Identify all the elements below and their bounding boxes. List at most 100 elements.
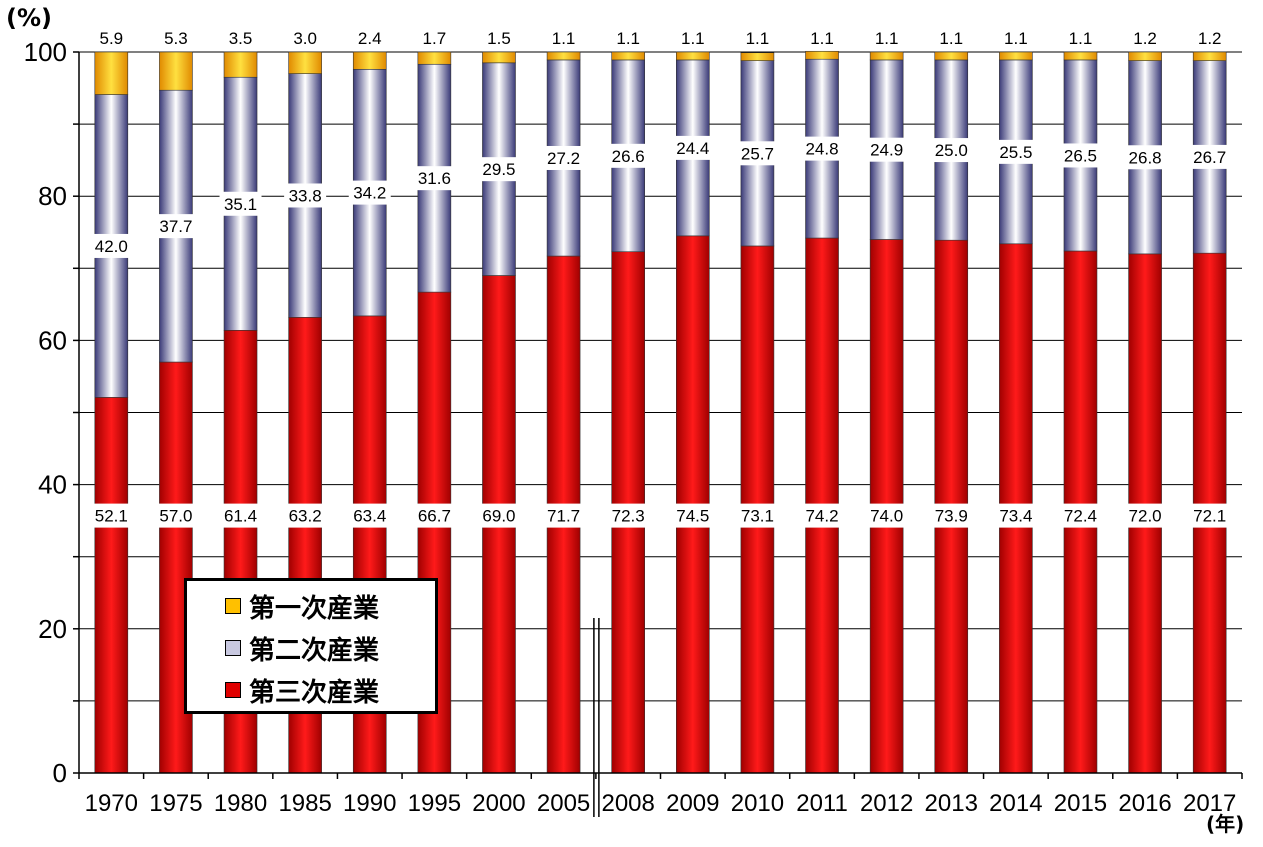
data-label-bg [994, 139, 1037, 164]
data-label: 1.1 [552, 29, 576, 48]
data-label: 29.5 [482, 160, 515, 179]
data-label-bg [671, 135, 714, 160]
data-label: 25.0 [935, 141, 968, 160]
data-label: 3.5 [229, 29, 253, 48]
data-label: 3.0 [293, 29, 317, 48]
x-tick-label: 2009 [666, 790, 719, 817]
bar-segment [94, 397, 129, 774]
data-label-bg [801, 503, 844, 528]
data-label-bg [284, 183, 327, 208]
data-label: 24.4 [676, 139, 709, 158]
data-label: 73.4 [999, 507, 1032, 526]
data-label: 37.7 [159, 217, 192, 236]
data-label: 74.5 [676, 507, 709, 526]
data-label: 26.6 [612, 147, 645, 166]
data-label-bg [801, 136, 844, 161]
data-label-bg [348, 180, 391, 205]
legend-swatch-primary [225, 598, 241, 614]
data-label-bg [284, 503, 327, 528]
data-label: 74.0 [870, 507, 903, 526]
x-tick-label: 1970 [85, 790, 138, 817]
bar-segment [740, 52, 775, 61]
y-tick-label: 60 [38, 325, 67, 355]
bar-segment [352, 51, 387, 70]
legend-item-tertiary: 第三次産業 [225, 675, 379, 708]
data-label-bg [671, 503, 714, 528]
bar-segment [999, 51, 1033, 61]
x-tick-label: 2013 [925, 790, 978, 817]
x-tick-label: 2017 [1183, 790, 1236, 817]
data-label: 1.1 [1069, 29, 1093, 48]
y-tick-label: 40 [38, 470, 67, 500]
x-tick-label: 2010 [731, 790, 784, 817]
x-tick-label: 1990 [343, 790, 396, 817]
data-label: 1.1 [939, 29, 963, 48]
data-label: 72.1 [1193, 507, 1226, 526]
data-label-bg [413, 503, 456, 528]
bar-segment [676, 51, 710, 61]
legend-item-primary: 第一次産業 [225, 591, 379, 624]
data-label: 1.1 [875, 29, 899, 48]
data-label: 26.7 [1193, 148, 1226, 167]
data-label: 27.2 [547, 149, 580, 168]
x-tick-label: 1985 [278, 790, 331, 817]
data-label-bg [477, 157, 520, 182]
y-axis-unit-label: (%) [6, 4, 52, 32]
data-label-bg [1059, 503, 1102, 528]
data-label: 61.4 [224, 507, 257, 526]
data-label: 63.4 [353, 507, 386, 526]
x-tick-label: 1980 [214, 790, 267, 817]
legend: 第一次産業 第二次産業 第三次産業 [184, 578, 438, 714]
data-label: 34.2 [353, 184, 386, 203]
y-tick-label: 80 [38, 181, 67, 211]
bar-segment [482, 51, 516, 64]
data-label: 33.8 [289, 186, 322, 205]
data-label-bg [90, 233, 133, 258]
x-tick-label: 2008 [601, 790, 654, 817]
bar-segment [1128, 51, 1162, 61]
y-tick-label: 100 [24, 37, 67, 67]
data-label: 74.2 [805, 507, 838, 526]
axes: 0 20 40 60 80 100 1970 1975 1980 1985 1990 1995 2000… [24, 37, 1243, 817]
data-label: 73.1 [741, 507, 774, 526]
data-label: 1.1 [681, 29, 705, 48]
bar-segment [805, 50, 839, 60]
data-label: 1.2 [1133, 29, 1157, 48]
x-tick-label: 2005 [537, 790, 590, 817]
data-label: 5.3 [164, 29, 188, 48]
data-label: 73.9 [935, 507, 968, 526]
x-tick-label: 2012 [860, 790, 913, 817]
data-label: 1.5 [487, 29, 511, 48]
data-label-bg [90, 503, 133, 528]
x-tick-label: 2016 [1118, 790, 1171, 817]
data-label-bg [930, 138, 973, 163]
data-label-bg [607, 143, 650, 168]
data-label-bg [865, 137, 908, 162]
data-label-bg [994, 503, 1037, 528]
data-label-bg [736, 141, 779, 166]
data-label: 5.9 [99, 29, 123, 48]
bar-segment [1192, 51, 1227, 61]
data-label: 1.1 [1004, 29, 1028, 48]
y-tick-label: 0 [53, 758, 67, 788]
data-label: 69.0 [482, 507, 515, 526]
legend-swatch-secondary [225, 640, 241, 656]
bar-segment [159, 51, 193, 91]
x-tick-label: 2015 [1054, 790, 1107, 817]
data-label-bg [154, 214, 197, 239]
data-label-bg [413, 166, 456, 191]
data-label: 71.7 [547, 507, 580, 526]
data-label-bg [542, 503, 585, 528]
data-label: 52.1 [95, 507, 128, 526]
bar-segment [94, 51, 129, 95]
data-label: 24.8 [805, 140, 838, 159]
data-label-bg [542, 145, 585, 170]
legend-label-primary: 第一次産業 [249, 593, 380, 624]
data-label-bg [930, 503, 973, 528]
x-tick-label: 2000 [472, 790, 525, 817]
bar-segment [934, 51, 969, 61]
data-label-bg [1124, 145, 1167, 170]
bar-segment [288, 51, 322, 74]
legend-label-tertiary: 第三次産業 [249, 677, 380, 708]
x-tick-label: 1995 [408, 790, 461, 817]
